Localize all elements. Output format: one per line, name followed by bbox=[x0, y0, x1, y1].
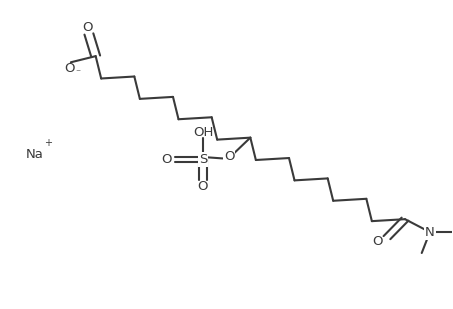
Text: O: O bbox=[162, 153, 172, 166]
Text: ⁻: ⁻ bbox=[75, 68, 81, 78]
Text: O: O bbox=[64, 62, 74, 75]
Text: O: O bbox=[373, 235, 383, 248]
Text: Na: Na bbox=[25, 148, 43, 161]
Text: +: + bbox=[44, 138, 53, 148]
Text: O: O bbox=[198, 180, 208, 193]
Text: O: O bbox=[224, 150, 234, 163]
Text: N: N bbox=[425, 226, 435, 239]
Text: S: S bbox=[199, 153, 207, 166]
Text: O: O bbox=[83, 21, 93, 34]
Text: OH: OH bbox=[193, 126, 213, 139]
